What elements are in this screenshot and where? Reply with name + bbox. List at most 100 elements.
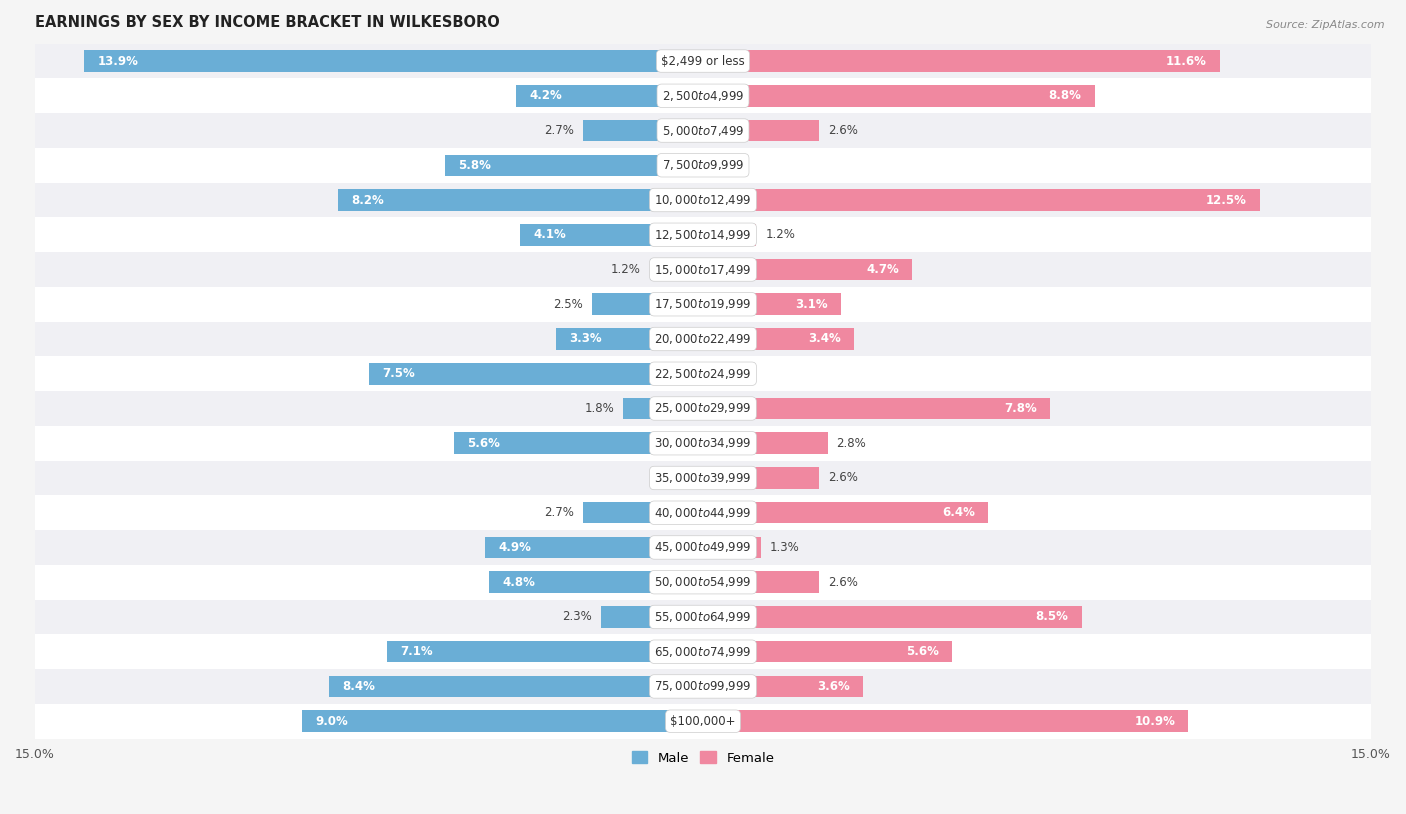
Legend: Male, Female: Male, Female <box>626 746 780 770</box>
Text: 4.2%: 4.2% <box>529 90 562 103</box>
Text: 3.6%: 3.6% <box>817 680 851 693</box>
Text: 2.7%: 2.7% <box>544 124 574 137</box>
Text: $35,000 to $39,999: $35,000 to $39,999 <box>654 471 752 485</box>
Text: $17,500 to $19,999: $17,500 to $19,999 <box>654 297 752 311</box>
Text: $2,499 or less: $2,499 or less <box>661 55 745 68</box>
Bar <box>35 461 1371 496</box>
Text: 2.6%: 2.6% <box>828 471 858 484</box>
Bar <box>582 502 703 523</box>
Bar <box>703 398 1050 419</box>
Text: 2.8%: 2.8% <box>837 437 866 449</box>
Bar <box>454 432 703 454</box>
Text: EARNINGS BY SEX BY INCOME BRACKET IN WILKESBORO: EARNINGS BY SEX BY INCOME BRACKET IN WIL… <box>35 15 499 30</box>
Bar <box>703 606 1081 628</box>
Bar <box>703 641 952 663</box>
Text: $40,000 to $44,999: $40,000 to $44,999 <box>654 505 752 519</box>
Text: 12.5%: 12.5% <box>1205 194 1246 207</box>
Text: $65,000 to $74,999: $65,000 to $74,999 <box>654 645 752 659</box>
Bar <box>516 85 703 107</box>
Text: 7.1%: 7.1% <box>401 646 433 659</box>
Text: 9.0%: 9.0% <box>315 715 349 728</box>
Text: 8.4%: 8.4% <box>342 680 375 693</box>
Bar <box>302 711 703 732</box>
Text: 13.9%: 13.9% <box>97 55 138 68</box>
Bar <box>703 120 818 142</box>
Text: 3.1%: 3.1% <box>794 298 828 311</box>
Text: 7.8%: 7.8% <box>1004 402 1038 415</box>
Text: 8.8%: 8.8% <box>1049 90 1081 103</box>
Bar <box>703 189 1260 211</box>
Bar <box>35 357 1371 391</box>
Bar <box>35 600 1371 634</box>
Text: 5.6%: 5.6% <box>907 646 939 659</box>
Text: 0.0%: 0.0% <box>711 159 741 172</box>
Bar <box>703 711 1188 732</box>
Bar <box>35 287 1371 322</box>
Bar <box>703 294 841 315</box>
Bar <box>555 328 703 350</box>
Text: 4.1%: 4.1% <box>534 228 567 241</box>
Text: $55,000 to $64,999: $55,000 to $64,999 <box>654 610 752 624</box>
Text: $20,000 to $22,499: $20,000 to $22,499 <box>654 332 752 346</box>
Bar <box>703 85 1095 107</box>
Bar <box>35 496 1371 530</box>
Text: $25,000 to $29,999: $25,000 to $29,999 <box>654 401 752 415</box>
Bar <box>35 391 1371 426</box>
Text: 7.5%: 7.5% <box>382 367 415 380</box>
Text: $12,500 to $14,999: $12,500 to $14,999 <box>654 228 752 242</box>
Bar <box>703 259 912 280</box>
Text: $30,000 to $34,999: $30,000 to $34,999 <box>654 436 752 450</box>
Bar <box>35 704 1371 738</box>
Bar <box>703 224 756 246</box>
Text: 8.5%: 8.5% <box>1035 610 1069 624</box>
Bar <box>35 44 1371 78</box>
Text: 5.8%: 5.8% <box>458 159 491 172</box>
Bar <box>489 571 703 593</box>
Text: $100,000+: $100,000+ <box>671 715 735 728</box>
Text: 4.9%: 4.9% <box>498 541 531 554</box>
Bar <box>35 669 1371 704</box>
Bar <box>35 78 1371 113</box>
Bar <box>35 565 1371 600</box>
Bar <box>703 328 855 350</box>
Bar <box>35 217 1371 252</box>
Bar <box>485 536 703 558</box>
Bar <box>35 426 1371 461</box>
Text: 4.8%: 4.8% <box>502 575 536 589</box>
Text: $7,500 to $9,999: $7,500 to $9,999 <box>662 158 744 173</box>
Bar <box>337 189 703 211</box>
Text: 11.6%: 11.6% <box>1166 55 1206 68</box>
Text: 3.4%: 3.4% <box>808 332 841 345</box>
Bar <box>600 606 703 628</box>
Text: 2.6%: 2.6% <box>828 575 858 589</box>
Bar <box>444 155 703 176</box>
Bar <box>703 502 988 523</box>
Text: 5.6%: 5.6% <box>467 437 499 449</box>
Bar <box>703 432 828 454</box>
Text: 2.7%: 2.7% <box>544 506 574 519</box>
Text: $15,000 to $17,499: $15,000 to $17,499 <box>654 262 752 277</box>
Text: 1.2%: 1.2% <box>765 228 796 241</box>
Bar <box>35 322 1371 357</box>
Bar <box>35 530 1371 565</box>
Bar <box>84 50 703 72</box>
Text: 10.9%: 10.9% <box>1135 715 1175 728</box>
Text: $2,500 to $4,999: $2,500 to $4,999 <box>662 89 744 103</box>
Text: 6.4%: 6.4% <box>942 506 974 519</box>
Text: $50,000 to $54,999: $50,000 to $54,999 <box>654 575 752 589</box>
Text: Source: ZipAtlas.com: Source: ZipAtlas.com <box>1267 20 1385 30</box>
Text: $22,500 to $24,999: $22,500 to $24,999 <box>654 367 752 381</box>
Text: $45,000 to $49,999: $45,000 to $49,999 <box>654 540 752 554</box>
Bar <box>703 571 818 593</box>
Bar <box>520 224 703 246</box>
Bar <box>35 148 1371 182</box>
Bar <box>368 363 703 384</box>
Text: 2.5%: 2.5% <box>553 298 582 311</box>
Text: 1.8%: 1.8% <box>583 402 614 415</box>
Bar <box>387 641 703 663</box>
Bar <box>592 294 703 315</box>
Text: 0.0%: 0.0% <box>665 471 695 484</box>
Bar <box>35 113 1371 148</box>
Bar <box>35 182 1371 217</box>
Text: $5,000 to $7,499: $5,000 to $7,499 <box>662 124 744 138</box>
